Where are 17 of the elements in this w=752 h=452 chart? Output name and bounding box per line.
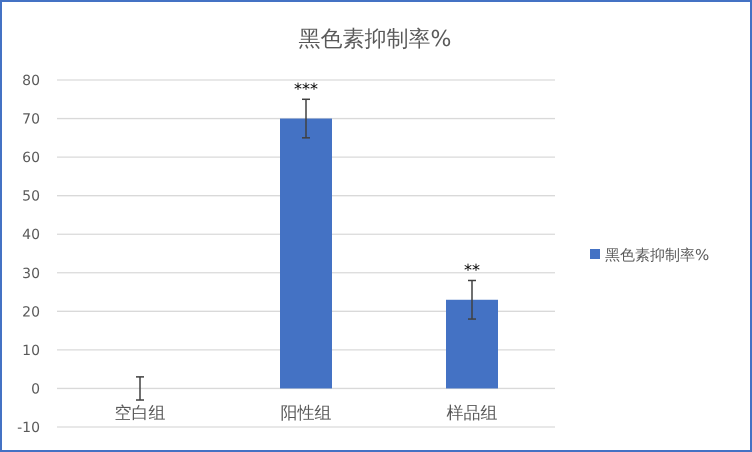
legend-label: 黑色素抑制率% bbox=[605, 246, 710, 264]
x-tick-label: 空白组 bbox=[114, 403, 166, 424]
y-tick-label: 70 bbox=[22, 112, 40, 128]
annotation: ** bbox=[464, 260, 480, 280]
y-tick-label: 50 bbox=[22, 188, 40, 205]
y-tick-label: 10 bbox=[22, 342, 40, 359]
y-tick-label: 30 bbox=[22, 266, 40, 282]
y-tick-label: 80 bbox=[22, 73, 40, 89]
y-tick-label: 40 bbox=[22, 227, 40, 244]
y-tick-label: 60 bbox=[22, 150, 40, 166]
chart-title: 黑色素抑制率% bbox=[298, 27, 452, 52]
x-tick-label: 阳性组 bbox=[280, 403, 332, 424]
y-tick-label: 0 bbox=[31, 381, 40, 398]
y-tick-label: -10 bbox=[17, 420, 40, 436]
x-tick-label: 样品组 bbox=[446, 403, 498, 424]
y-tick-label: 20 bbox=[22, 304, 40, 320]
annotation: *** bbox=[294, 79, 318, 98]
